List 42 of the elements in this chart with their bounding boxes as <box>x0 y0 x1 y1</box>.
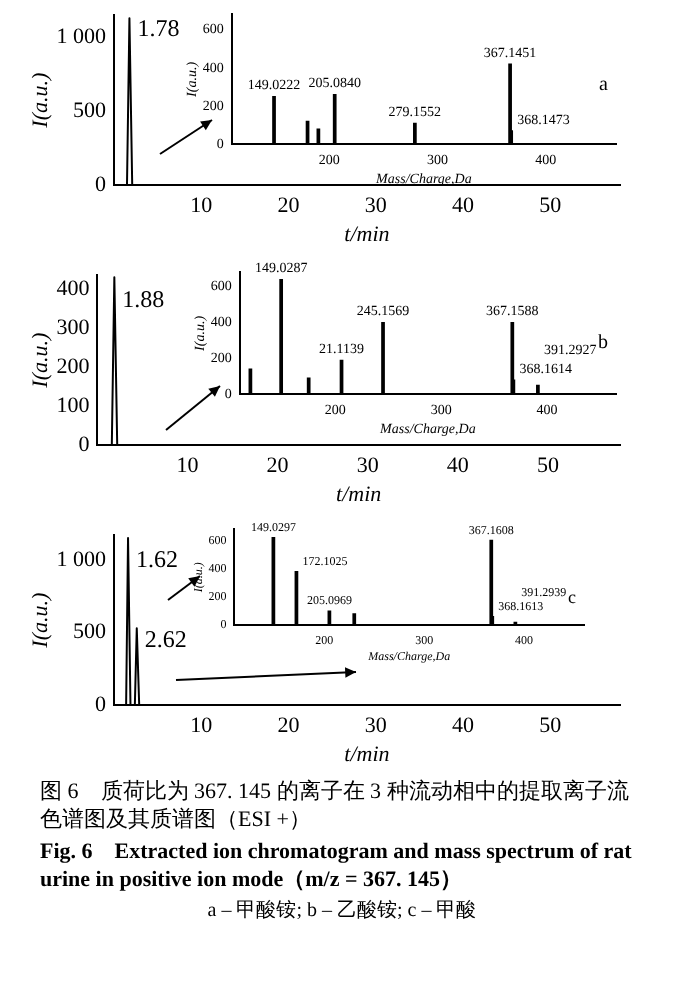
x-axis-title: t/min <box>336 482 383 507</box>
y-axis-title: I(a.u.) <box>28 592 53 650</box>
y-tick-label: 500 <box>72 620 107 645</box>
x-tick-label: 40 <box>446 454 470 479</box>
annotation: b <box>598 331 608 354</box>
annotation: c <box>568 586 576 607</box>
y-tick-label: 1 000 <box>56 547 107 572</box>
annotation: 1.62 <box>136 544 179 573</box>
x-tick-label: 10 <box>190 194 214 219</box>
x-tick-label: 20 <box>277 714 301 739</box>
text: a – 甲酸铵; b – 乙酸铵; c – 甲酸 <box>205 898 479 926</box>
y-tick-label: 0 <box>94 172 107 197</box>
y-axis-title: I(a.u.) <box>28 332 53 390</box>
y-axis-title: I(a.u.) <box>28 72 53 130</box>
x-tick-label: 50 <box>536 454 560 479</box>
x-tick-label: 40 <box>451 194 475 219</box>
caption: 图 6 质荷比为 367. 145 的离子在 3 种流动相中的提取离子流色谱图及其质谱图（ESI +） <box>38 777 631 836</box>
x-tick-label: 10 <box>190 714 214 739</box>
annotation: 1.88 <box>122 285 165 314</box>
y-tick-label: 200 <box>56 354 91 379</box>
y-tick-label: 0 <box>94 692 107 717</box>
x-tick-label: 30 <box>364 194 388 219</box>
x-tick-label: 10 <box>176 454 200 479</box>
x-tick-label: 20 <box>277 194 301 219</box>
x-tick-label: 50 <box>539 714 563 739</box>
annotation: 1.78 <box>137 14 180 43</box>
annotation: 2.62 <box>144 624 187 653</box>
annotation: a <box>599 73 610 96</box>
x-tick-label: 30 <box>356 454 380 479</box>
x-tick-label: 30 <box>364 714 388 739</box>
caption: Fig. 6 Extracted ion chromatogram and mass spectrum of rat urine in positive ion mode（m/z = 367. 145） <box>38 838 634 896</box>
y-tick-label: 500 <box>72 99 107 124</box>
x-axis-title: t/min <box>344 222 391 247</box>
y-tick-label: 300 <box>56 315 91 340</box>
x-tick-label: 40 <box>451 714 475 739</box>
y-tick-label: 1 000 <box>56 25 107 50</box>
y-tick-label: 100 <box>56 393 91 418</box>
x-tick-label: 50 <box>539 194 563 219</box>
x-tick-label: 20 <box>266 454 290 479</box>
y-tick-label: 400 <box>56 276 91 301</box>
x-axis-title: t/min <box>344 742 391 767</box>
y-tick-label: 0 <box>78 432 91 457</box>
